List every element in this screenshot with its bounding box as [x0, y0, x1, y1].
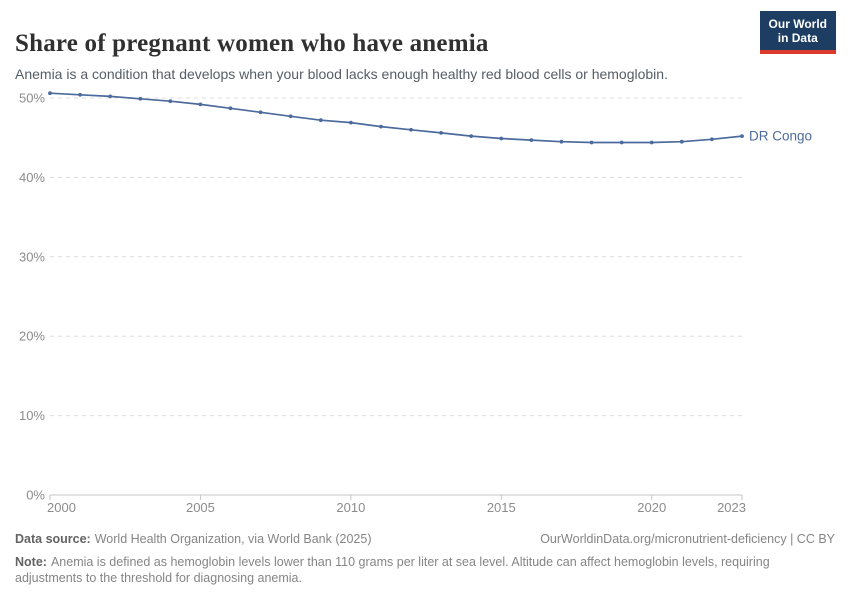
data-point[interactable]: [710, 137, 714, 142]
data-point[interactable]: [529, 138, 534, 143]
x-tick-label: 2023: [717, 500, 746, 515]
y-tick-label: 30%: [19, 249, 45, 264]
data-source-label: Data source:: [15, 532, 91, 546]
owid-logo[interactable]: Our World in Data: [759, 11, 836, 54]
note-label: Note:: [15, 555, 47, 569]
data-point[interactable]: [379, 124, 383, 129]
page-subtitle: Anemia is a condition that develops when…: [15, 66, 668, 82]
y-tick-label: 20%: [19, 329, 45, 344]
data-point[interactable]: [78, 92, 82, 97]
data-point[interactable]: [48, 91, 52, 96]
x-tick-label: 2000: [47, 500, 76, 515]
plot-area[interactable]: [50, 83, 742, 495]
data-source-line: Data source: World Health Organization, v…: [15, 531, 372, 547]
data-point[interactable]: [349, 120, 353, 125]
y-tick-label: 40%: [19, 170, 45, 185]
data-point[interactable]: [649, 140, 654, 145]
x-tick-label: 2020: [637, 500, 666, 515]
data-point[interactable]: [740, 134, 744, 139]
series-end-label[interactable]: DR Congo: [749, 129, 812, 144]
data-point[interactable]: [138, 96, 143, 101]
anemia-line-chart: 0% 10% 20% 30% 40% 50% 2000 2005 2010 2015 2020 202…: [19, 83, 812, 516]
data-point[interactable]: [619, 140, 624, 145]
data-point[interactable]: [258, 110, 263, 115]
data-point[interactable]: [168, 99, 173, 104]
data-point[interactable]: [318, 118, 323, 123]
x-tick-label: 2005: [186, 500, 215, 515]
y-tick-label: 10%: [19, 408, 45, 423]
owid-logo-line1: Our World: [768, 17, 827, 31]
x-tick-label: 2010: [336, 500, 365, 515]
data-point[interactable]: [559, 139, 564, 144]
note-text: Anemia is defined as hemoglobin levels l…: [15, 555, 770, 585]
owid-logo-line2: in Data: [777, 31, 818, 45]
data-point[interactable]: [228, 106, 233, 111]
data-point[interactable]: [499, 136, 504, 141]
data-point[interactable]: [589, 140, 594, 145]
footnote: Note: Anemia is defined as hemoglobin lev…: [15, 554, 835, 586]
data-point[interactable]: [679, 139, 684, 144]
footer: Data source: World Health Organization, v…: [15, 531, 835, 586]
data-point[interactable]: [409, 127, 413, 132]
data-point[interactable]: [108, 94, 113, 99]
trend-line: [49, 92, 743, 144]
x-tick-label: 2015: [487, 500, 516, 515]
page-title: Share of pregnant women who have anemia: [15, 29, 489, 57]
data-point[interactable]: [469, 134, 474, 139]
data-point[interactable]: [198, 102, 203, 107]
data-source-text: World Health Organization, via World Ban…: [94, 532, 372, 546]
credit-link[interactable]: OurWorldinData.org/micronutrient-deficie…: [540, 532, 835, 546]
y-tick-label: 50%: [19, 91, 45, 106]
y-tick-label: 0%: [26, 488, 45, 503]
data-point[interactable]: [288, 114, 293, 119]
data-point[interactable]: [439, 131, 443, 135]
